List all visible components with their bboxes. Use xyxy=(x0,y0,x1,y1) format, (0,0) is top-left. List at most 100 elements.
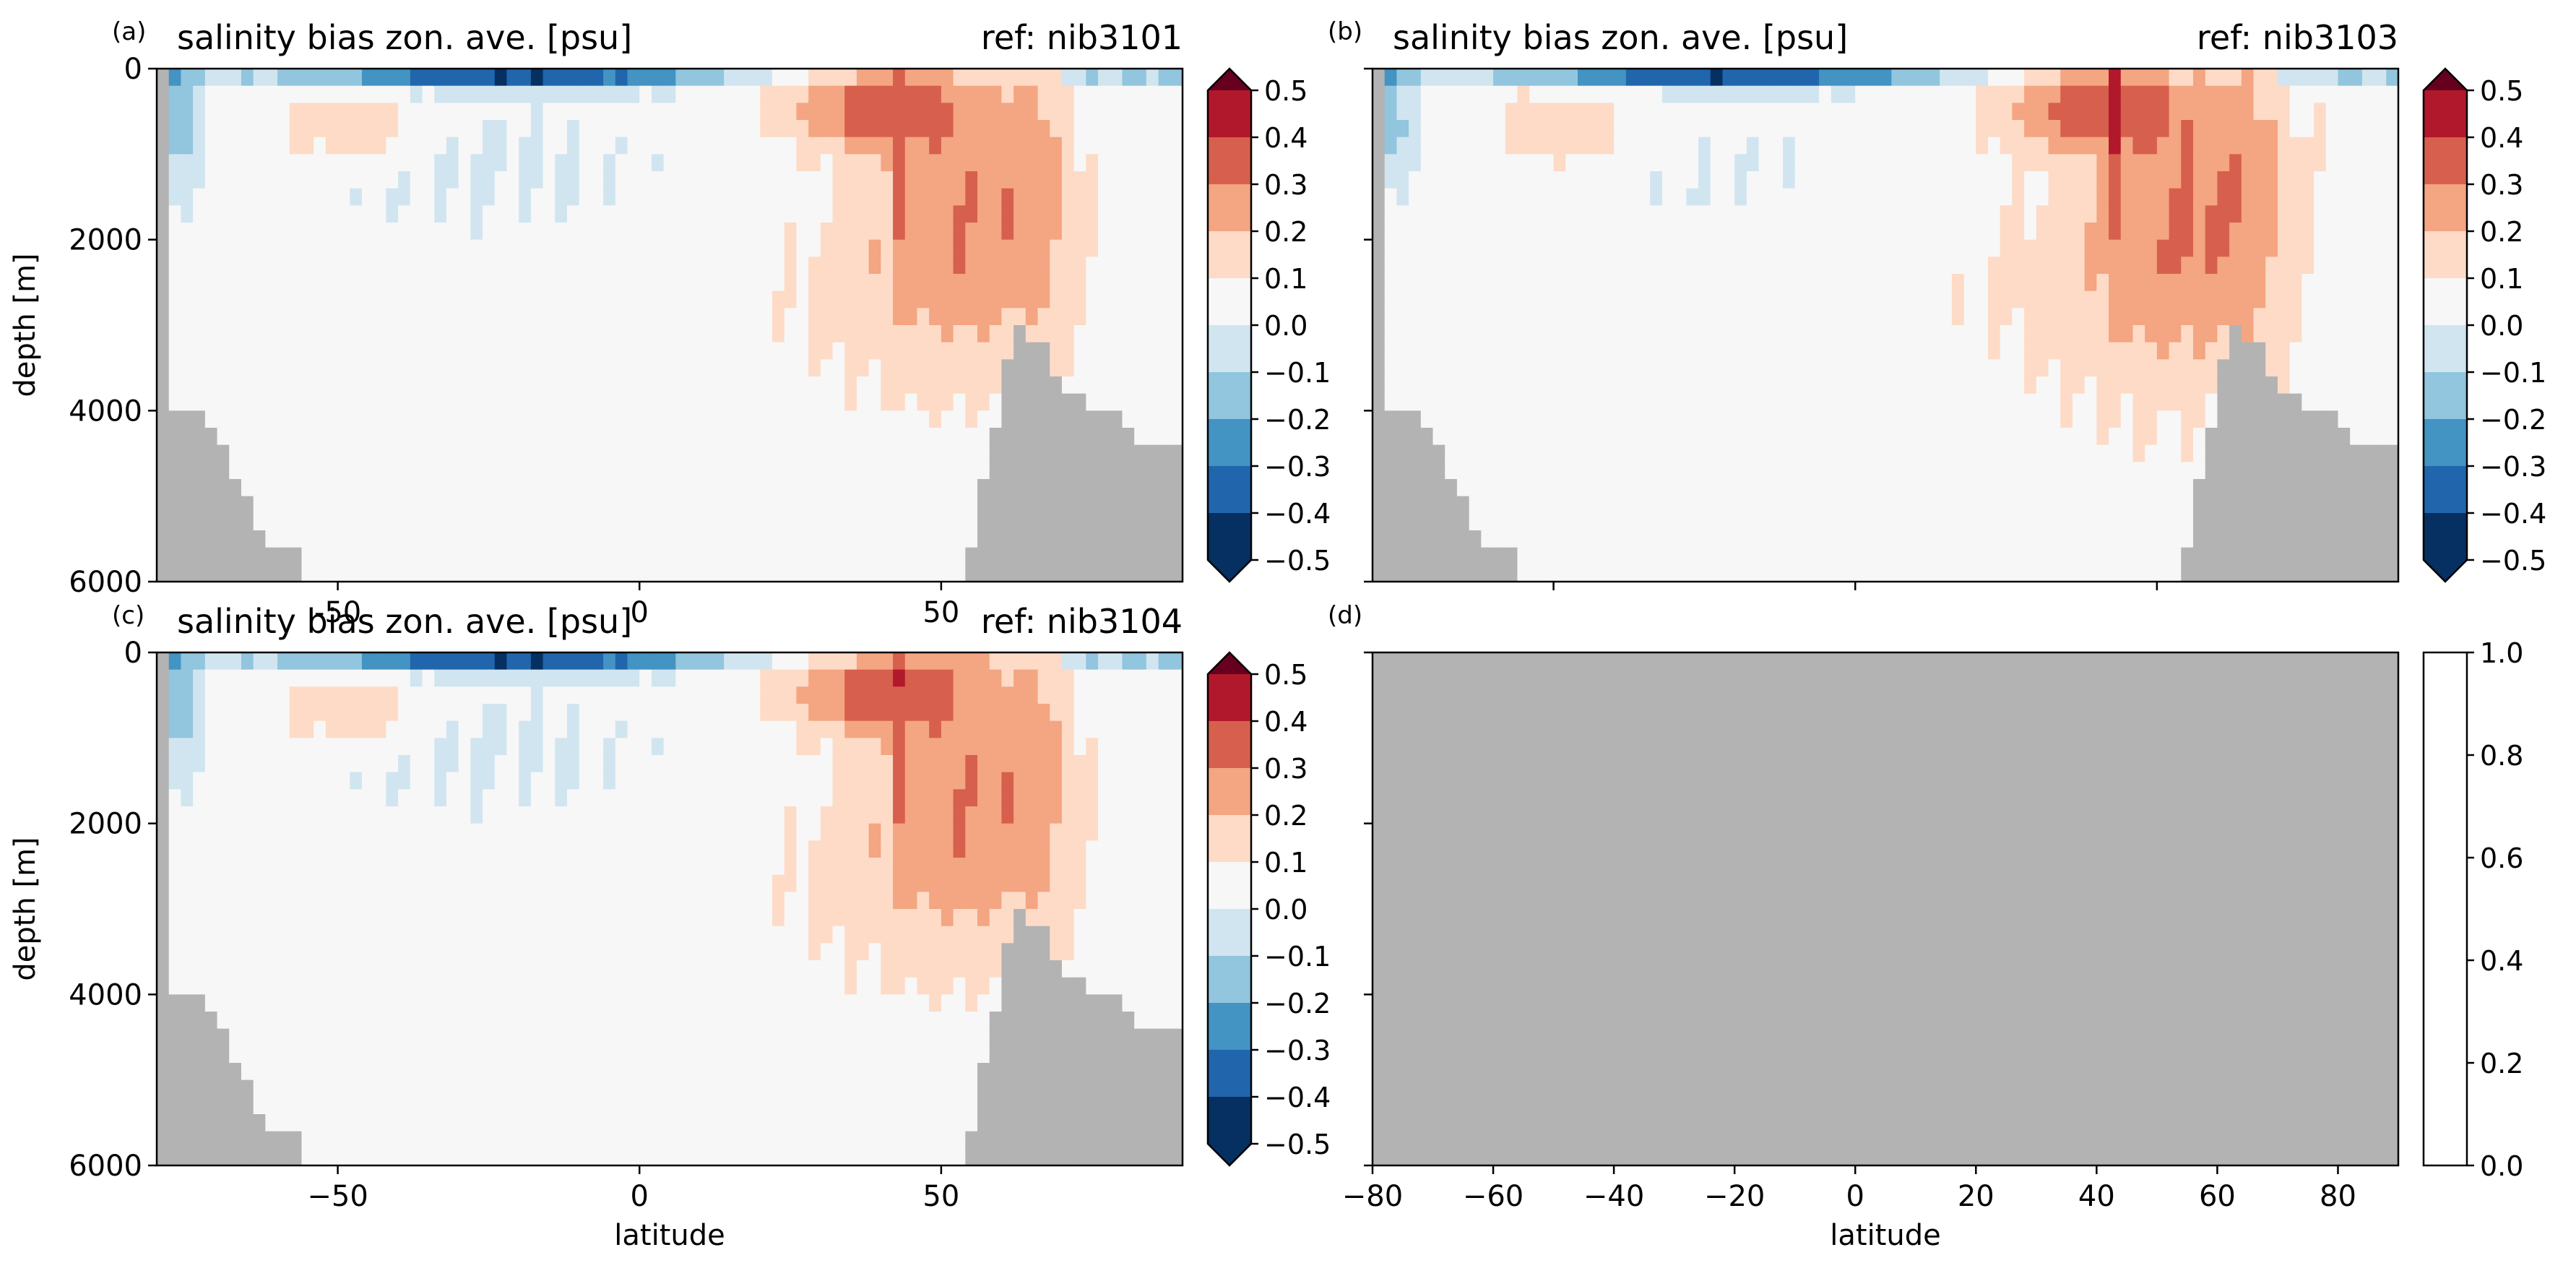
heatmap-cell xyxy=(1001,120,1014,138)
heatmap-cell xyxy=(832,188,845,207)
heatmap-cell xyxy=(253,188,267,207)
heatmap-cell xyxy=(675,290,688,309)
heatmap-cell xyxy=(1073,274,1087,292)
heatmap-cell xyxy=(1734,547,1747,566)
heatmap-cell xyxy=(1001,69,1014,87)
heatmap-cell xyxy=(2229,479,2242,497)
heatmap-cell xyxy=(2265,239,2278,258)
heatmap-cell xyxy=(181,103,194,121)
heatmap-cell xyxy=(1794,496,1808,514)
heatmap-cell xyxy=(844,120,857,138)
heatmap-cell xyxy=(2253,171,2266,189)
heatmap-cell xyxy=(157,410,170,428)
heatmap-cell xyxy=(2132,444,2145,463)
heatmap-cell xyxy=(1578,444,1591,463)
heatmap-cell xyxy=(519,513,532,531)
heatmap-cell xyxy=(1409,154,1422,172)
heatmap-cell xyxy=(675,274,688,292)
heatmap-cell xyxy=(2193,325,2206,343)
heatmap-cell xyxy=(760,188,773,207)
heatmap-cell xyxy=(1396,444,1409,463)
heatmap-cell xyxy=(881,257,894,275)
heatmap-cell xyxy=(1158,308,1171,326)
heatmap-cell xyxy=(1541,274,1555,292)
heatmap-cell xyxy=(1650,274,1663,292)
heatmap-cell xyxy=(904,85,918,104)
heatmap-cell xyxy=(1158,154,1171,172)
heatmap-cell xyxy=(1771,325,1784,343)
heatmap-cell xyxy=(2012,428,2025,446)
heatmap-cell xyxy=(663,69,677,87)
heatmap-cell xyxy=(422,547,435,566)
heatmap-cell xyxy=(1396,188,1409,207)
heatmap-cell xyxy=(2314,308,2327,326)
heatmap-cell xyxy=(953,496,966,514)
heatmap-cell xyxy=(675,188,688,207)
heatmap-cell xyxy=(941,376,954,395)
heatmap-cell xyxy=(422,462,435,480)
heatmap-cell xyxy=(277,205,290,223)
heatmap-cell xyxy=(2289,444,2303,463)
heatmap-cell xyxy=(373,171,387,189)
heatmap-cell xyxy=(1432,376,1445,395)
heatmap-cell xyxy=(253,69,267,87)
heatmap-cell xyxy=(398,290,411,309)
heatmap-cell xyxy=(1073,513,1087,531)
heatmap-cell xyxy=(1456,496,1470,514)
heatmap-cell xyxy=(204,462,218,480)
heatmap-cell xyxy=(2132,188,2145,207)
heatmap-cell xyxy=(2205,376,2218,395)
heatmap-cell xyxy=(1783,462,1796,480)
heatmap-cell xyxy=(603,479,616,497)
heatmap-cell xyxy=(1650,223,1663,241)
heatmap-cell xyxy=(325,205,339,223)
heatmap-cell xyxy=(1794,103,1808,121)
heatmap-cell xyxy=(1529,239,1542,258)
heatmap-cell xyxy=(2217,359,2230,377)
heatmap-cell xyxy=(591,205,604,223)
heatmap-cell xyxy=(434,171,447,189)
heatmap-cell xyxy=(579,137,592,155)
heatmap-cell xyxy=(2301,171,2314,189)
heatmap-cell xyxy=(2314,171,2327,189)
heatmap-cell xyxy=(373,205,387,223)
heatmap-cell xyxy=(168,239,182,258)
heatmap-cell xyxy=(446,530,459,548)
heatmap-cell xyxy=(1170,69,1183,87)
heatmap-cell xyxy=(2301,223,2314,241)
heatmap-cell xyxy=(2012,103,2025,121)
heatmap-cell xyxy=(1794,342,1808,361)
heatmap-cell xyxy=(1771,564,1784,582)
heatmap-cell xyxy=(808,154,821,172)
heatmap-cell xyxy=(929,120,942,138)
heatmap-cell xyxy=(760,223,773,241)
heatmap-cell xyxy=(277,290,290,309)
heatmap-cell xyxy=(1940,257,1953,275)
heatmap-cell xyxy=(2314,410,2327,428)
heatmap-cell xyxy=(748,137,761,155)
heatmap-cell xyxy=(1565,154,1578,172)
heatmap-cell xyxy=(555,85,568,104)
heatmap-cell xyxy=(422,376,435,395)
heatmap-cell xyxy=(1061,393,1075,412)
heatmap-cell xyxy=(1529,513,1542,531)
heatmap-cell xyxy=(579,496,592,514)
heatmap-cell xyxy=(712,564,725,582)
heatmap-cell xyxy=(2217,410,2230,428)
heatmap-cell xyxy=(2217,188,2230,207)
heatmap-cell xyxy=(470,290,483,309)
heatmap-cell xyxy=(1578,479,1591,497)
heatmap-cell xyxy=(977,257,990,275)
heatmap-cell xyxy=(784,428,798,446)
heatmap-cell xyxy=(494,154,508,172)
heatmap-cell xyxy=(2036,359,2049,377)
heatmap-cell xyxy=(1758,376,1771,395)
heatmap-cell xyxy=(1565,462,1578,480)
heatmap-cell xyxy=(772,376,785,395)
heatmap-cell xyxy=(2181,85,2194,104)
heatmap-cell xyxy=(422,393,435,412)
heatmap-cell xyxy=(904,513,918,531)
heatmap-cell xyxy=(844,188,857,207)
heatmap-cell xyxy=(555,154,568,172)
heatmap-cell xyxy=(289,103,303,121)
